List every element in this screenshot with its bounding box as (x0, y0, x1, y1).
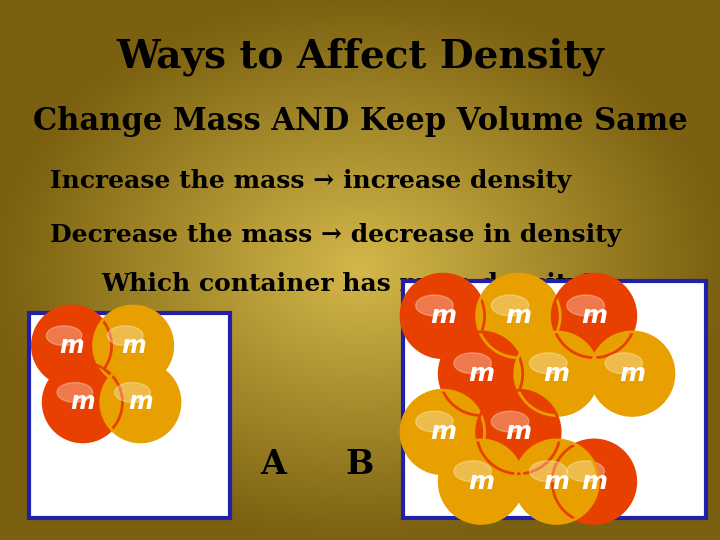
Ellipse shape (401, 274, 485, 357)
Text: m: m (430, 420, 456, 444)
Ellipse shape (415, 295, 454, 316)
Text: m: m (468, 470, 494, 494)
Ellipse shape (454, 353, 491, 374)
Ellipse shape (567, 461, 605, 482)
Text: Increase the mass → increase density: Increase the mass → increase density (50, 169, 572, 193)
Text: m: m (468, 362, 494, 386)
Ellipse shape (529, 353, 567, 374)
Text: m: m (430, 304, 456, 328)
Text: m: m (581, 304, 607, 328)
Bar (403, 281, 706, 518)
Text: m: m (128, 390, 153, 414)
Bar (29, 313, 230, 518)
Ellipse shape (491, 295, 528, 316)
Ellipse shape (477, 390, 560, 474)
Ellipse shape (454, 461, 491, 482)
Ellipse shape (605, 353, 643, 374)
Ellipse shape (43, 363, 122, 442)
Text: m: m (505, 304, 531, 328)
Ellipse shape (567, 295, 605, 316)
Ellipse shape (32, 306, 112, 385)
Ellipse shape (477, 274, 560, 357)
Ellipse shape (401, 390, 485, 474)
Text: m: m (544, 362, 570, 386)
Ellipse shape (107, 326, 143, 346)
Text: m: m (505, 420, 531, 444)
Ellipse shape (114, 382, 150, 402)
Ellipse shape (57, 382, 93, 402)
Ellipse shape (46, 326, 82, 346)
Ellipse shape (101, 363, 180, 442)
Text: m: m (60, 334, 84, 357)
Text: Which container has more density?: Which container has more density? (101, 272, 596, 295)
Ellipse shape (552, 274, 636, 357)
Ellipse shape (590, 332, 674, 415)
Ellipse shape (552, 440, 636, 523)
Text: m: m (71, 390, 95, 414)
Ellipse shape (515, 332, 598, 415)
Ellipse shape (94, 306, 173, 385)
Text: m: m (581, 470, 607, 494)
Ellipse shape (515, 440, 598, 523)
Text: m: m (121, 334, 145, 357)
Ellipse shape (439, 332, 523, 415)
Text: B: B (346, 448, 374, 481)
Text: m: m (544, 470, 570, 494)
Ellipse shape (415, 411, 454, 432)
Ellipse shape (491, 411, 528, 432)
Text: Change Mass AND Keep Volume Same: Change Mass AND Keep Volume Same (32, 106, 688, 137)
Text: Ways to Affect Density: Ways to Affect Density (116, 37, 604, 76)
Text: Decrease the mass → decrease in density: Decrease the mass → decrease in density (50, 223, 621, 247)
Ellipse shape (439, 440, 523, 523)
Text: A: A (261, 448, 287, 481)
Ellipse shape (529, 461, 567, 482)
Text: m: m (619, 362, 645, 386)
